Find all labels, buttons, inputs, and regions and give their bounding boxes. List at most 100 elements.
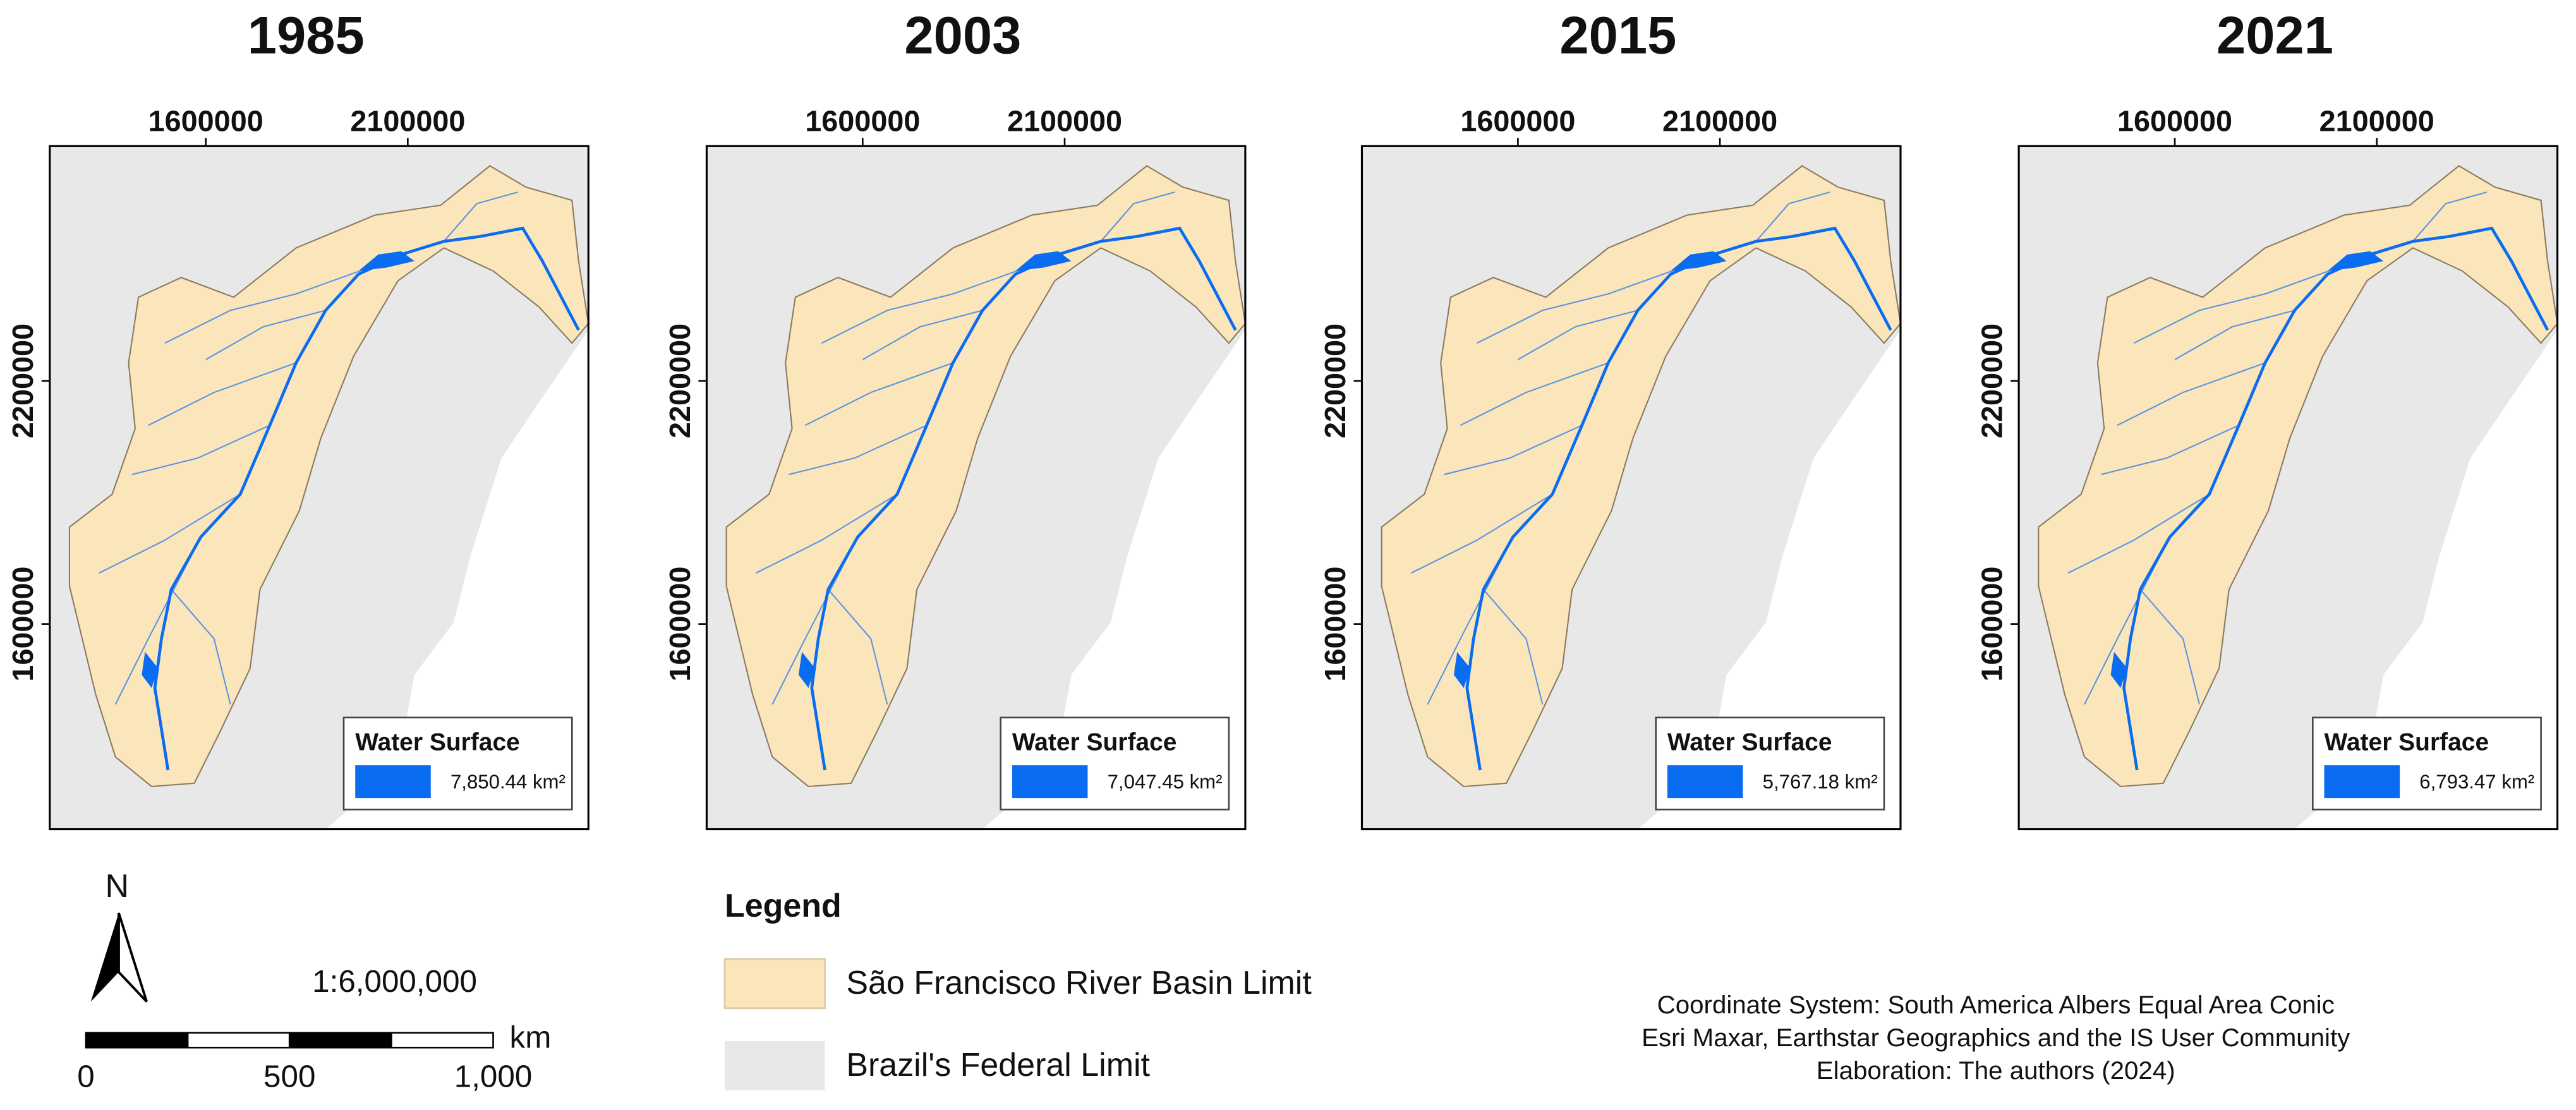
map-frame [1360,145,1902,831]
main-river [810,226,1237,771]
panel-title: 2021 [2216,6,2333,64]
tributary [1476,263,1691,344]
x-tick-label: 2100000 [1662,104,1777,137]
scale-segment [390,1032,494,1049]
scale-label: 500 [263,1059,315,1094]
x-tick-label: 1600000 [148,104,263,137]
tributary [1460,362,1609,426]
y-tick-label: 1600000 [663,567,696,682]
y-tick-label: 2200000 [1319,323,1351,438]
tributary [827,589,888,705]
tributary [131,425,270,476]
x-tick-label: 2100000 [2319,104,2434,137]
basin-limit [1381,165,1902,788]
ocean [1638,330,1901,829]
tributary [1755,191,1830,242]
basin-limit [68,165,590,788]
tributary [2100,425,2239,476]
tributary [755,493,898,574]
scale-label: 0 [77,1059,94,1094]
map-panel: 2003 1600000 2100000 2200000 1600000 Water Su… [663,6,1247,831]
map-frame [49,145,590,831]
scale-segment [186,1032,291,1049]
water-legend-box [2312,716,2542,811]
legend-swatch [725,1041,825,1090]
tributary [1483,589,1544,705]
tributary [804,362,953,426]
ocean [983,330,1245,829]
water-swatch [1012,765,1088,799]
tributary [99,493,241,574]
x-tick-label: 1600000 [1460,104,1575,137]
water-surface-value: 7,850.44 km² [450,771,565,793]
tributary [171,589,231,705]
map-frame-group [49,145,590,831]
water-swatch [1667,765,1743,799]
water-swatch [2324,765,2400,799]
x-tick-label: 1600000 [2117,104,2232,137]
y-tick-label: 1600000 [6,567,39,682]
tributary [148,362,296,426]
tributary [862,310,983,361]
map-panel: 2021 1600000 2100000 2200000 1600000 Water Su… [1975,6,2559,831]
map-frame-group [705,145,1247,831]
panel-title: 2003 [904,6,1021,64]
tributary [2133,263,2348,344]
legend-swatch [723,958,826,1010]
x-tick-label: 2100000 [1007,104,1122,137]
reservoir [358,251,414,271]
y-tick-label: 2200000 [1975,323,2008,438]
north-arrow-left [90,913,119,1002]
y-tick-label: 1600000 [1975,567,2008,682]
credit-line: Elaboration: The authors (2024) [1817,1056,2175,1085]
tributary [789,425,928,476]
water-surface-value: 5,767.18 km² [1763,771,1878,793]
tributary [2067,493,2210,574]
scale-unit: km [510,1020,552,1054]
water-legend-title: Water Surface [2325,729,2489,756]
tributary [2174,310,2295,361]
map-frame [705,145,1247,831]
x-tick-label: 2100000 [350,104,465,137]
y-tick-label: 2200000 [663,323,696,438]
reservoir [1015,251,1072,271]
water-legend: Water Surface 5,767.18 km² [1655,716,1885,811]
tributary [1444,425,1583,476]
reservoir [142,651,159,689]
x-tick-label: 1600000 [805,104,920,137]
water-legend: Water Surface 6,793.47 km² [2312,716,2542,811]
tributary [1517,310,1638,361]
main-river [2122,226,2549,771]
legend-item: São Francisco River Basin Limit [846,965,1312,1001]
legend-item: Brazil's Federal Limit [846,1047,1150,1083]
tributary [205,310,326,361]
credit-line: Esri Maxar, Earthstar Geographics and th… [1642,1023,2350,1052]
scale-segment [288,1032,392,1049]
tributary [1100,191,1175,242]
water-surface-value: 6,793.47 km² [2419,771,2534,793]
reservoir [798,651,815,689]
map-panel: 2015 1600000 2100000 2200000 1600000 Water Su… [1319,6,1902,831]
tributary [443,191,518,242]
tributary [2139,589,2201,705]
reservoir [2327,251,2384,271]
north-arrow-right [117,912,148,1003]
water-legend-title: Water Surface [1667,729,1832,756]
reservoir [2110,651,2127,689]
main-river [153,226,580,771]
tributary [821,263,1036,344]
basin-limit [725,165,1247,788]
scale-label: 1,000 [454,1059,533,1094]
reservoir [1454,651,1471,689]
credit-line: Coordinate System: South America Albers … [1657,991,2335,1019]
panel-title: 2015 [1559,6,1676,64]
y-tick-label: 1600000 [1319,567,1351,682]
map-panel: 1985 1600000 2100000 2200000 1600000 Water Su… [6,6,590,831]
scale-ratio: 1:6,000,000 [312,964,477,999]
tributary [2117,362,2266,426]
legend-title: Legend [725,888,842,924]
water-surface-value: 7,047.45 km² [1108,771,1223,793]
tributary [1410,493,1553,574]
y-tick-label: 2200000 [6,323,39,438]
